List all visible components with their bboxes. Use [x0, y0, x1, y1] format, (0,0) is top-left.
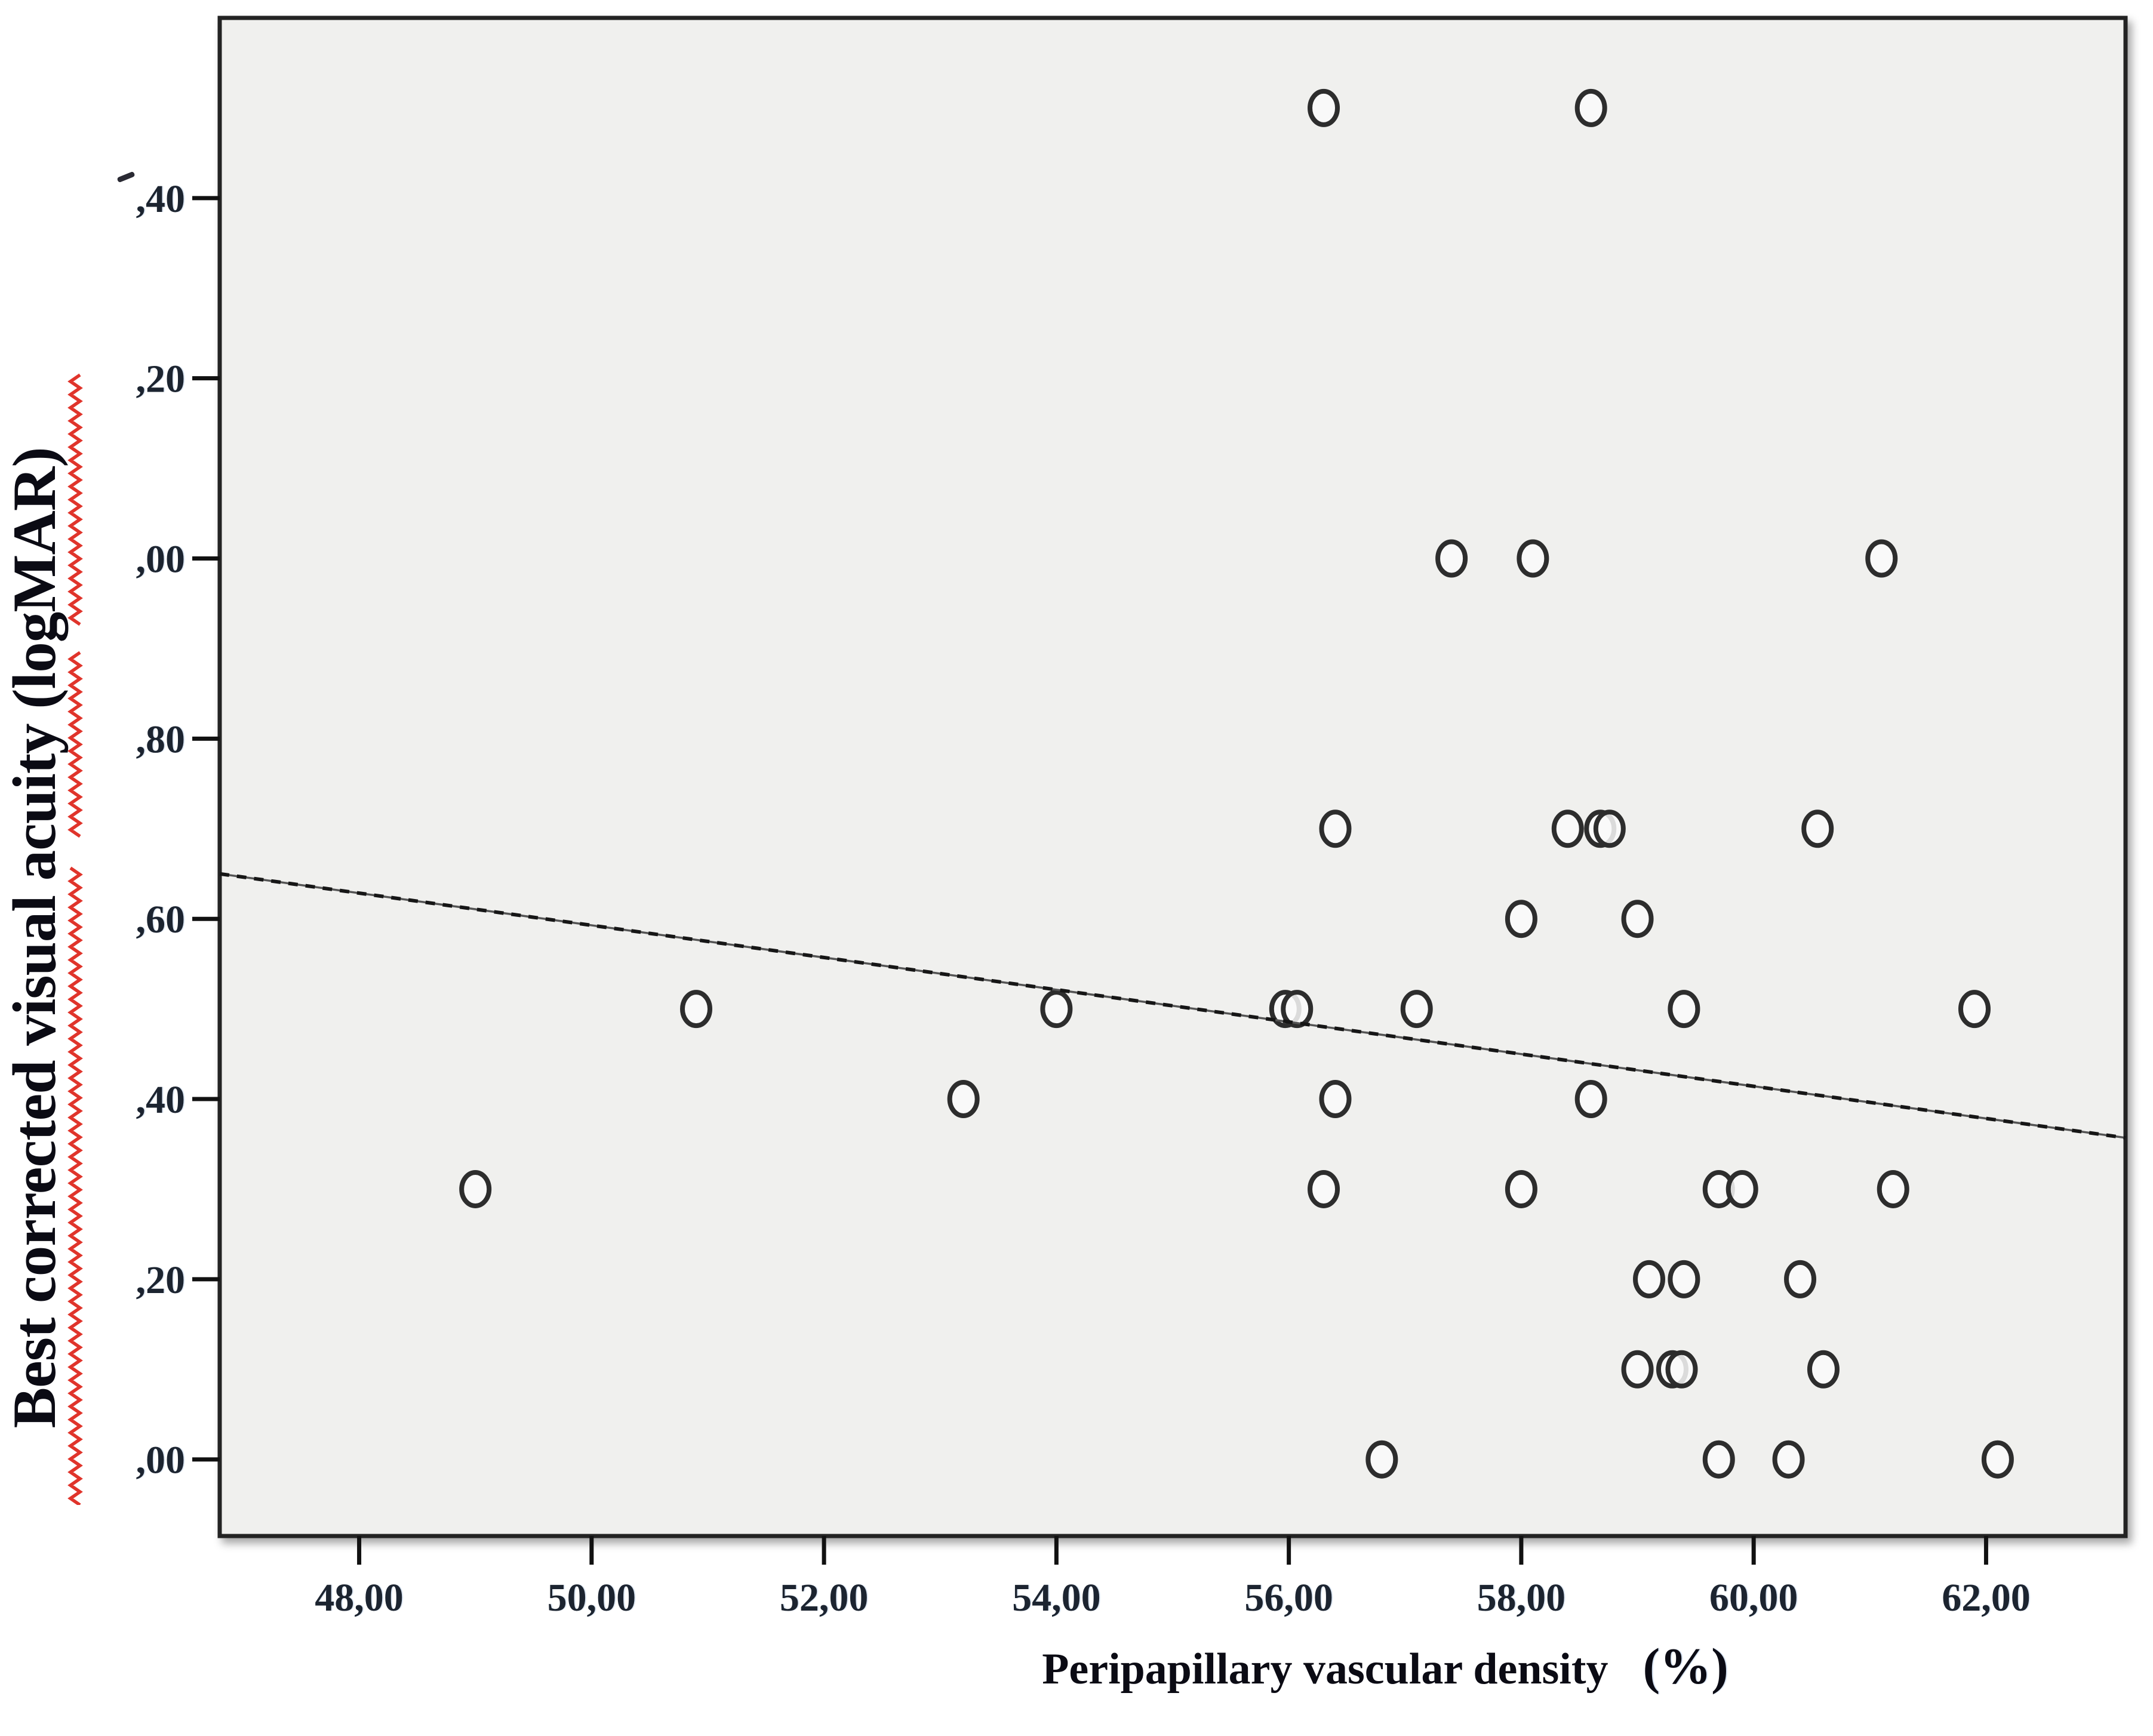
data-point	[1281, 990, 1314, 1029]
x-tick-label: 58,00	[1477, 1576, 1566, 1620]
x-tick-label: 50,00	[548, 1576, 636, 1620]
data-point	[1574, 88, 1607, 127]
data-point	[1505, 1169, 1537, 1208]
data-point	[1665, 1350, 1698, 1389]
data-point	[680, 990, 712, 1029]
data-point	[1517, 539, 1549, 578]
data-point	[459, 1169, 492, 1208]
y-tick-label: ,20	[136, 1258, 186, 1302]
data-point	[1551, 809, 1584, 848]
spellcheck-squiggle-icon	[67, 373, 83, 1505]
y-tick-label: ,80	[136, 718, 186, 761]
data-point	[1365, 1440, 1398, 1479]
x-tick-label: 60,00	[1709, 1576, 1798, 1620]
data-point	[1505, 900, 1537, 938]
data-point	[1308, 88, 1340, 127]
data-point	[1865, 539, 1898, 578]
y-axis-title-text: Best corrected visual acuity (logMAR)	[1, 447, 69, 1429]
data-point	[1435, 539, 1468, 578]
y-tick-label: ,60	[136, 898, 186, 941]
x-tick-label: 62,00	[1942, 1576, 2031, 1620]
data-point	[1726, 1169, 1758, 1208]
x-tick-label: 48,00	[315, 1576, 404, 1620]
y-tick-label: ,20	[136, 358, 186, 401]
data-point	[1772, 1440, 1805, 1479]
y-tick-label: ,40	[136, 177, 186, 221]
y-tick-label: ,40	[136, 1078, 186, 1122]
regression-line-dashes	[219, 872, 2126, 1140]
y-tick-label: ,00	[136, 1439, 186, 1482]
data-point	[1668, 990, 1700, 1029]
data-point	[1400, 990, 1433, 1029]
data-point	[947, 1080, 980, 1119]
x-tick-label: 54,00	[1012, 1576, 1101, 1620]
data-point	[1877, 1169, 1909, 1208]
data-point	[1574, 1080, 1607, 1119]
x-tick-label: 56,00	[1244, 1576, 1333, 1620]
data-point	[1801, 809, 1834, 848]
x-axis-unit-text: (%)	[1643, 1637, 1728, 1695]
plot-frame	[217, 16, 2128, 1538]
data-point	[1593, 809, 1626, 848]
data-point	[1621, 1350, 1654, 1389]
data-point	[1319, 809, 1352, 848]
data-point	[1040, 990, 1073, 1029]
data-point	[1807, 1350, 1840, 1389]
squiggle-path	[67, 373, 83, 1505]
data-point	[1958, 990, 1991, 1029]
data-point	[1308, 1169, 1340, 1208]
data-point	[1702, 1440, 1735, 1479]
y-axis-title: Best corrected visual acuity (logMAR)	[1, 365, 94, 1511]
y-tick-label: ,00	[136, 538, 186, 581]
x-axis-title-text: Peripapillary vascular density	[1042, 1645, 1608, 1694]
data-point	[1633, 1260, 1665, 1298]
data-point	[1319, 1080, 1352, 1119]
data-point	[1621, 900, 1654, 938]
x-axis-title: Peripapillary vascular density (%)	[1009, 1640, 1761, 1692]
x-tick-label: 52,00	[780, 1576, 869, 1620]
data-point	[1784, 1260, 1817, 1298]
data-point	[1981, 1440, 2014, 1479]
data-point	[1668, 1260, 1700, 1298]
